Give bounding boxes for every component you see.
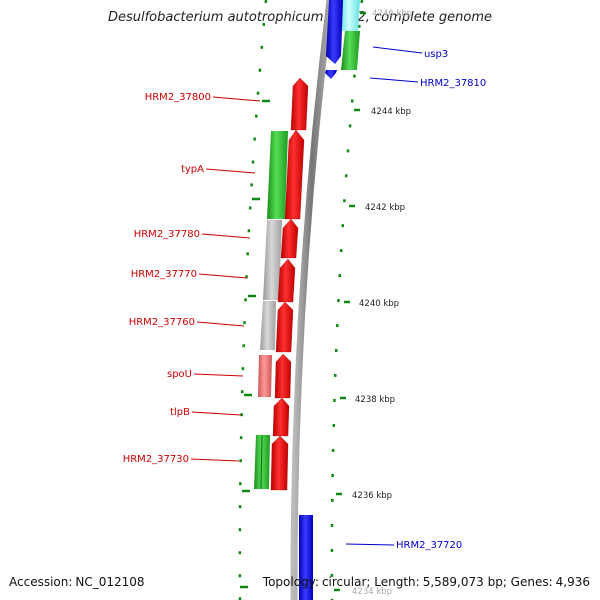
genome-backbone [290, 0, 334, 600]
gene-arrow-HRM2_37780 [280, 218, 299, 259]
gene-arrow-HRM2_37770 [277, 258, 296, 303]
genome-stats: Topology: circular; Length: 5,589,073 bp; … [262, 575, 590, 589]
gene-arrow-usp3 [326, 0, 343, 64]
scale-label: 4240 kbp [359, 299, 399, 309]
gene-label-HRM2_37800[interactable]: HRM2_37800 [145, 92, 211, 103]
outer-major-ticks [240, 99, 270, 589]
gene-label-HRM2_37760[interactable]: HRM2_37760 [129, 317, 195, 328]
accession-value: NC_012108 [75, 575, 145, 589]
inner-track-red [270, 77, 309, 491]
topology-label: Topology: [262, 575, 319, 589]
gene-block-typA [267, 131, 288, 219]
tick-ring-inner [330, 0, 364, 600]
gene-arrow-HRM2_37760 [275, 301, 294, 353]
gene-label-HRM2_37720[interactable]: HRM2_37720 [396, 540, 462, 551]
length-value: 5,589,073 bp [422, 575, 503, 589]
gene-label-usp3[interactable]: usp3 [424, 49, 448, 60]
gene-label-HRM2_37770[interactable]: HRM2_37770 [131, 269, 197, 280]
scale-label: 4236 kbp [352, 491, 392, 501]
accession-info: Accession: NC_012108 [9, 575, 145, 589]
map-title: Desulfobacterium autotrophicum HRM2, com… [107, 10, 493, 25]
scale-ticks [334, 11, 366, 592]
gene-block-HRM2_37810 [341, 31, 360, 70]
scale-label: 4238 kbp [355, 395, 395, 405]
gene-label-HRM2_37730[interactable]: HRM2_37730 [123, 454, 189, 465]
gene-label-spoU[interactable]: spoU [167, 369, 192, 380]
gene-label-HRM2_37780[interactable]: HRM2_37780 [134, 229, 200, 240]
gene-arrow-spoU [274, 353, 292, 399]
accession-label: Accession: [9, 575, 73, 589]
right-track [299, 0, 360, 600]
gene-block-HRM2_37780 [263, 220, 282, 300]
gene-arrow-small [325, 70, 337, 79]
topology-value: circular [321, 575, 367, 589]
gene-arrow-HRM2_37730 [270, 435, 289, 491]
genes-value: 4,936 [555, 575, 590, 589]
gene-arrow-tlpB [272, 397, 290, 437]
labels-right: usp3 HRM2_37810 HRM2_37720 [345, 46, 486, 551]
scale-label: 4246 kbp [372, 9, 412, 19]
gene-block-HRM2_37720 [299, 515, 313, 600]
outer-track [254, 131, 288, 490]
length-label: Length: [374, 575, 420, 589]
scale-label: 4242 kbp [365, 203, 405, 213]
scale-labels: 4246 kbp 4244 kbp 4242 kbp 4240 kbp 4238… [352, 9, 412, 597]
gene-label-tlpB[interactable]: tlpB [170, 407, 190, 418]
gene-block-spoU [258, 355, 272, 397]
gene-label-typA[interactable]: typA [181, 164, 204, 175]
gene-arrow-HRM2_37800 [290, 77, 309, 131]
scale-label: 4244 kbp [371, 107, 411, 117]
genes-label: Genes: [510, 575, 553, 589]
gene-block-cyan [340, 0, 360, 31]
tick-ring-outer [238, 0, 268, 600]
gene-label-HRM2_37810[interactable]: HRM2_37810 [420, 78, 486, 89]
gene-block-HRM2_37760 [260, 301, 276, 350]
labels-left: HRM2_37800 typA HRM2_37780 HRM2_37770 HR… [123, 92, 261, 465]
gene-divider [260, 434, 263, 490]
gene-arrow-typA [284, 129, 305, 220]
scale-label: 4234 kbp [352, 587, 392, 597]
